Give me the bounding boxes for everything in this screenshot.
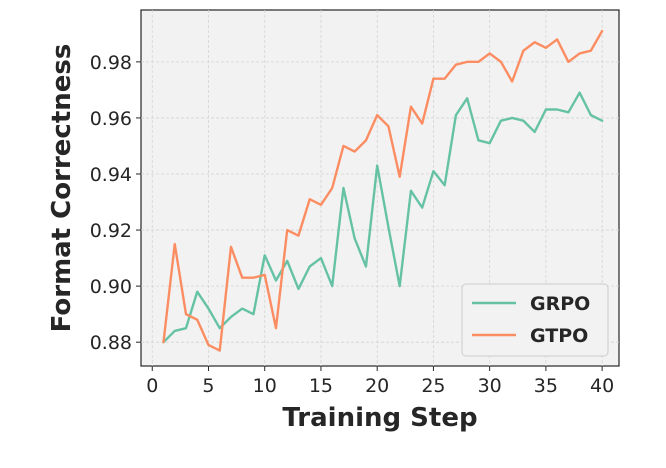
x-tick-label: 40	[590, 375, 614, 397]
x-tick-label: 15	[309, 375, 333, 397]
y-tick-label: 0.88	[90, 332, 132, 354]
x-tick-label: 25	[421, 375, 445, 397]
y-axis-ticks: 0.88 0.90 0.92 0.94 0.96 0.98	[90, 52, 141, 354]
y-axis-title: Format Correctness	[47, 44, 77, 333]
legend-label-gtpo: GTPO	[530, 325, 588, 347]
x-tick-label: 30	[478, 375, 502, 397]
y-tick-label: 0.96	[90, 108, 132, 130]
series-line-gtpo	[162, 29, 604, 352]
y-tick-label: 0.90	[90, 276, 132, 298]
x-axis-title: Training Step	[282, 403, 477, 433]
x-tick-label: 10	[253, 375, 277, 397]
series-lines	[162, 29, 604, 352]
x-tick-label: 20	[365, 375, 389, 397]
x-tick-label: 5	[202, 375, 214, 397]
legend-label-grpo: GRPO	[530, 293, 590, 315]
series-line-grpo	[162, 91, 604, 344]
y-tick-label: 0.98	[90, 52, 132, 74]
x-axis-ticks: 0 5 10 15 20 25 30 35 40	[146, 366, 614, 397]
x-tick-label: 0	[146, 375, 158, 397]
x-tick-label: 35	[534, 375, 558, 397]
legend: GRPO GTPO	[461, 283, 609, 357]
y-tick-label: 0.92	[90, 220, 132, 242]
y-tick-label: 0.94	[90, 164, 132, 186]
